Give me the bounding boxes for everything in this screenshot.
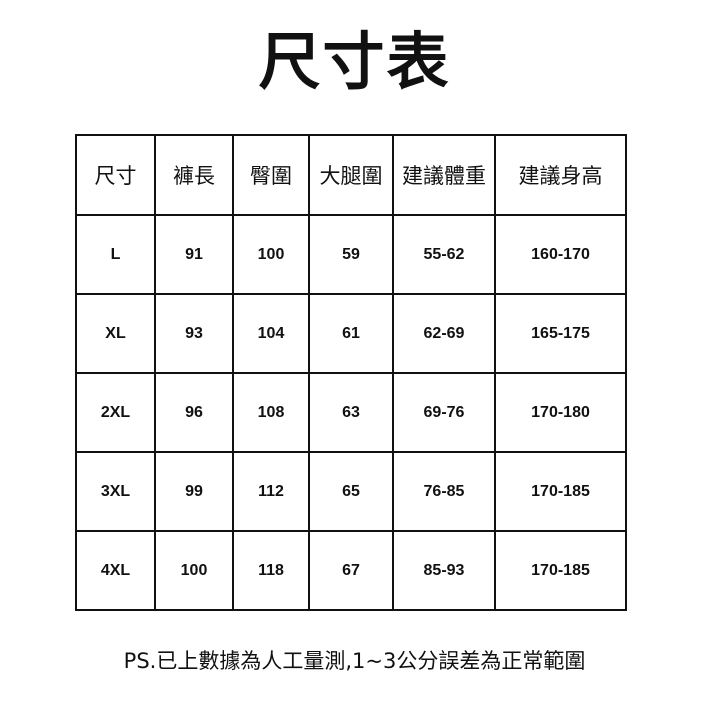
table-cell: 96: [154, 372, 234, 453]
table-cell: 99: [154, 451, 234, 532]
table-cell: 61: [308, 293, 394, 374]
column-header: 建議體重: [392, 134, 496, 216]
table-row: 3XL 99 112 65 76-85 170-185: [75, 451, 627, 532]
table-cell: 65: [308, 451, 394, 532]
table-cell: 170-185: [494, 451, 627, 532]
measurement-note: PS.已上數據為人工量測,1~3公分誤差為正常範圍: [123, 649, 586, 673]
table-cell: 170-180: [494, 372, 627, 453]
table-cell: XL: [75, 293, 156, 374]
table-row: XL 93 104 61 62-69 165-175: [75, 293, 627, 374]
table-cell: 100: [232, 214, 310, 295]
table-cell: 165-175: [494, 293, 627, 374]
table-cell: 62-69: [392, 293, 496, 374]
table-cell: 76-85: [392, 451, 496, 532]
table-cell: 160-170: [494, 214, 627, 295]
table-cell: 100: [154, 530, 234, 611]
size-table: 尺寸 褲長 臀圍 大腿圍 建議體重 建議身高 L 91 100 59 55-62 160-170 XL 9…: [75, 134, 627, 611]
table-cell: 112: [232, 451, 310, 532]
table-cell: 85-93: [392, 530, 496, 611]
table-cell: 118: [232, 530, 310, 611]
table-cell: 59: [308, 214, 394, 295]
table-row: 4XL 100 118 67 85-93 170-185: [75, 530, 627, 611]
table-cell: 91: [154, 214, 234, 295]
table-cell: 108: [232, 372, 310, 453]
table-cell: 93: [154, 293, 234, 374]
page-title: 尺寸表: [258, 25, 451, 98]
table-cell: 69-76: [392, 372, 496, 453]
column-header: 建議身高: [494, 134, 627, 216]
table-row: 2XL 96 108 63 69-76 170-180: [75, 372, 627, 453]
table-cell: 104: [232, 293, 310, 374]
table-cell: 63: [308, 372, 394, 453]
table-row: L 91 100 59 55-62 160-170: [75, 214, 627, 295]
table-header-row: 尺寸 褲長 臀圍 大腿圍 建議體重 建議身高: [75, 134, 627, 216]
column-header: 大腿圍: [308, 134, 394, 216]
table-cell: 67: [308, 530, 394, 611]
table-cell: 170-185: [494, 530, 627, 611]
column-header: 臀圍: [232, 134, 310, 216]
table-cell: L: [75, 214, 156, 295]
table-cell: 55-62: [392, 214, 496, 295]
column-header: 尺寸: [75, 134, 156, 216]
column-header: 褲長: [154, 134, 234, 216]
table-cell: 2XL: [75, 372, 156, 453]
table-cell: 4XL: [75, 530, 156, 611]
table-cell: 3XL: [75, 451, 156, 532]
